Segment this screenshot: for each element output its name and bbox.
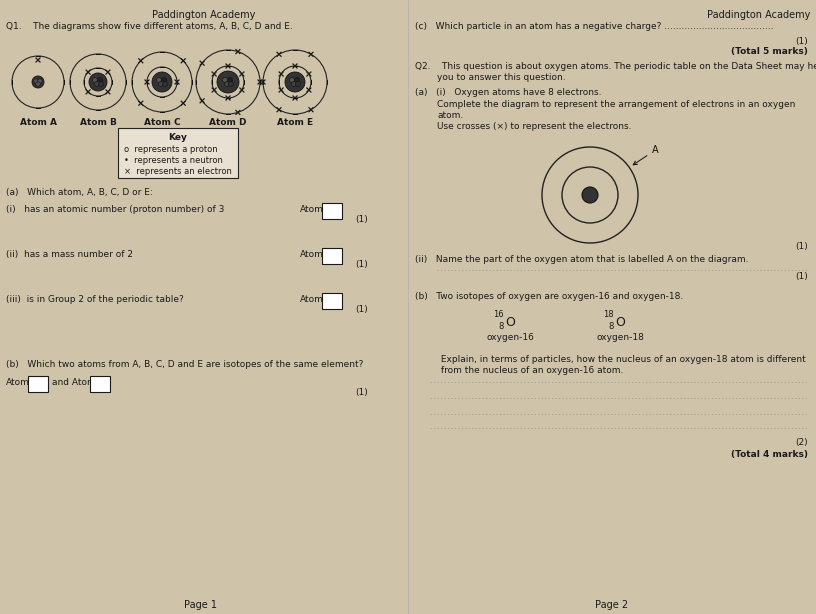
Circle shape bbox=[582, 187, 598, 203]
Text: (1): (1) bbox=[796, 242, 808, 251]
Circle shape bbox=[162, 77, 166, 82]
Text: •  represents a neutron: • represents a neutron bbox=[124, 156, 223, 165]
Circle shape bbox=[152, 72, 172, 92]
Text: (ii)  has a mass number of 2: (ii) has a mass number of 2 bbox=[6, 250, 133, 259]
Circle shape bbox=[89, 73, 107, 91]
Text: Q1.    The diagrams show five different atoms, A, B, C, D and E.: Q1. The diagrams show five different ato… bbox=[6, 22, 293, 31]
Bar bbox=[118, 128, 238, 178]
Bar bbox=[322, 248, 342, 264]
Text: (b)   Two isotopes of oxygen are oxygen-16 and oxygen-18.: (b) Two isotopes of oxygen are oxygen-16… bbox=[415, 292, 683, 301]
Circle shape bbox=[224, 82, 229, 87]
Text: (a)   Which atom, A, B, C, D or E:: (a) Which atom, A, B, C, D or E: bbox=[6, 188, 153, 197]
Circle shape bbox=[32, 76, 44, 88]
Text: (a)   (i)   Oxygen atoms have 8 electrons.: (a) (i) Oxygen atoms have 8 electrons. bbox=[415, 88, 601, 97]
Text: Atom C: Atom C bbox=[144, 118, 180, 127]
Circle shape bbox=[158, 82, 163, 87]
Text: (1): (1) bbox=[796, 272, 808, 281]
Text: atom.: atom. bbox=[437, 111, 463, 120]
Circle shape bbox=[228, 82, 233, 87]
Circle shape bbox=[228, 77, 233, 82]
Circle shape bbox=[291, 82, 296, 87]
Text: o  represents a proton: o represents a proton bbox=[124, 145, 218, 154]
Text: (1): (1) bbox=[355, 260, 368, 269]
Text: Use crosses (×) to represent the electrons.: Use crosses (×) to represent the electro… bbox=[437, 122, 632, 131]
Text: Paddington Academy: Paddington Academy bbox=[153, 10, 255, 20]
Text: Complete the diagram to represent the arrangement of electrons in an oxygen: Complete the diagram to represent the ar… bbox=[437, 100, 796, 109]
Circle shape bbox=[295, 77, 299, 82]
Text: (ii)   Name the part of the oxygen atom that is labelled A on the diagram.: (ii) Name the part of the oxygen atom th… bbox=[415, 255, 748, 264]
Text: Atom E: Atom E bbox=[277, 118, 313, 127]
Text: A: A bbox=[633, 145, 659, 165]
Circle shape bbox=[99, 82, 104, 87]
Text: Atom: Atom bbox=[300, 205, 324, 214]
Text: Key: Key bbox=[169, 133, 188, 142]
Text: (c)   Which particle in an atom has a negative charge? .........................: (c) Which particle in an atom has a nega… bbox=[415, 22, 774, 31]
Bar bbox=[322, 203, 342, 219]
Text: (i)   has an atomic number (proton number) of 3: (i) has an atomic number (proton number)… bbox=[6, 205, 224, 214]
Text: Q2.    This question is about oxygen atoms. The periodic table on the Data Sheet: Q2. This question is about oxygen atoms.… bbox=[415, 62, 816, 71]
Circle shape bbox=[290, 77, 295, 82]
Circle shape bbox=[157, 77, 162, 82]
Text: Atom B: Atom B bbox=[80, 118, 117, 127]
Text: Atom D: Atom D bbox=[209, 118, 246, 127]
Text: (iii)  is in Group 2 of the periodic table?: (iii) is in Group 2 of the periodic tabl… bbox=[6, 295, 184, 304]
Circle shape bbox=[92, 77, 97, 82]
Text: Atom: Atom bbox=[300, 250, 324, 259]
Text: Page 2: Page 2 bbox=[596, 600, 628, 610]
Circle shape bbox=[36, 82, 40, 86]
Text: O: O bbox=[505, 316, 515, 329]
Text: (Total 4 marks): (Total 4 marks) bbox=[731, 450, 808, 459]
Circle shape bbox=[285, 72, 305, 92]
Text: (1): (1) bbox=[355, 388, 368, 397]
Text: and Atom: and Atom bbox=[52, 378, 95, 387]
Text: O: O bbox=[615, 316, 625, 329]
Bar bbox=[90, 376, 110, 392]
Circle shape bbox=[295, 82, 300, 87]
Text: Atom: Atom bbox=[300, 295, 324, 304]
Circle shape bbox=[97, 77, 103, 82]
Circle shape bbox=[38, 79, 42, 84]
Circle shape bbox=[223, 77, 228, 82]
Text: (1): (1) bbox=[355, 305, 368, 314]
Circle shape bbox=[162, 82, 167, 87]
Text: (Total 5 marks): (Total 5 marks) bbox=[731, 47, 808, 56]
Text: (b)   Which two atoms from A, B, C, D and E are isotopes of the same element?: (b) Which two atoms from A, B, C, D and … bbox=[6, 360, 363, 369]
Text: 16: 16 bbox=[494, 310, 504, 319]
Text: oxygen-16: oxygen-16 bbox=[486, 333, 534, 342]
Text: (1): (1) bbox=[355, 215, 368, 224]
Text: Explain, in terms of particles, how the nucleus of an oxygen-18 atom is differen: Explain, in terms of particles, how the … bbox=[415, 355, 805, 364]
Text: (2): (2) bbox=[796, 438, 808, 447]
Bar bbox=[322, 293, 342, 309]
Text: oxygen-18: oxygen-18 bbox=[596, 333, 644, 342]
Text: ×  represents an electron: × represents an electron bbox=[124, 167, 232, 176]
Circle shape bbox=[95, 82, 100, 87]
Text: (1): (1) bbox=[796, 37, 808, 46]
Text: Paddington Academy: Paddington Academy bbox=[707, 10, 810, 20]
Text: 18: 18 bbox=[603, 310, 614, 319]
Circle shape bbox=[217, 71, 239, 93]
Text: Atom A: Atom A bbox=[20, 118, 56, 127]
Circle shape bbox=[33, 79, 38, 84]
Text: Page 1: Page 1 bbox=[184, 600, 216, 610]
Text: you to answer this question.: you to answer this question. bbox=[437, 73, 565, 82]
Text: Atom: Atom bbox=[6, 378, 30, 387]
Text: 8: 8 bbox=[609, 322, 614, 331]
Bar bbox=[28, 376, 48, 392]
Text: from the nucleus of an oxygen-16 atom.: from the nucleus of an oxygen-16 atom. bbox=[415, 366, 623, 375]
Text: 8: 8 bbox=[499, 322, 504, 331]
